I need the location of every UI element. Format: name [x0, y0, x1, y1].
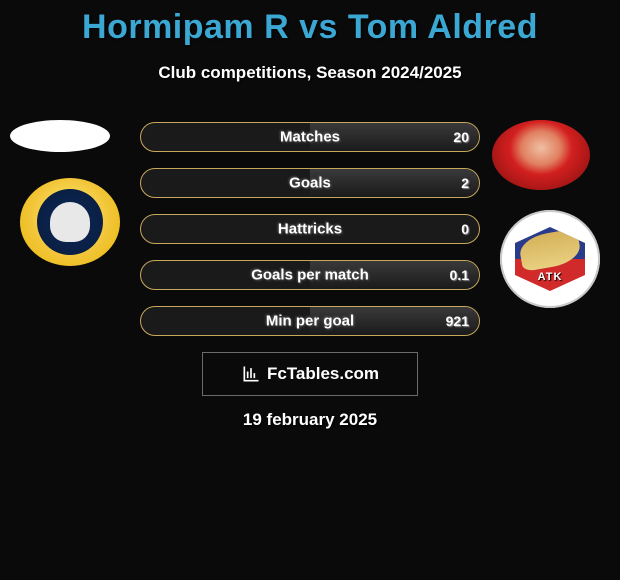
player-left-photo [10, 120, 110, 152]
stat-row: Min per goal 921 [140, 306, 480, 336]
stat-row: Goals per match 0.1 [140, 260, 480, 290]
page-title: Hormipam R vs Tom Aldred [0, 0, 620, 47]
atk-text: ATK [538, 271, 563, 283]
stat-label: Goals [289, 175, 331, 192]
stat-value-right: 2 [461, 175, 469, 191]
stat-value-right: 921 [446, 313, 469, 329]
stat-bars-container: Matches 20 Goals 2 Hattricks 0 Goals per match… [140, 122, 480, 352]
atk-badge-icon: ATK [515, 227, 585, 291]
elephant-icon [50, 202, 90, 242]
stat-label: Min per goal [266, 313, 354, 330]
stat-value-right: 0 [461, 221, 469, 237]
stat-label: Matches [280, 129, 340, 146]
griffin-icon [518, 228, 583, 272]
brand-box[interactable]: FcTables.com [202, 352, 418, 396]
stat-row: Hattricks 0 [140, 214, 480, 244]
subtitle: Club competitions, Season 2024/2025 [0, 63, 620, 83]
stat-fill-right [310, 169, 479, 197]
player-right-club-badge: ATK [500, 210, 600, 308]
stat-label: Goals per match [251, 267, 369, 284]
stat-row: Matches 20 [140, 122, 480, 152]
stat-value-right: 20 [453, 129, 469, 145]
stat-value-right: 0.1 [450, 267, 469, 283]
brand-text: FcTables.com [267, 364, 379, 384]
player-right-photo [492, 120, 590, 190]
stat-row: Goals 2 [140, 168, 480, 198]
player-left-club-badge [20, 178, 120, 266]
club-badge-inner [37, 189, 103, 255]
chart-icon [241, 364, 261, 384]
stat-label: Hattricks [278, 221, 342, 238]
date-label: 19 february 2025 [243, 410, 377, 430]
